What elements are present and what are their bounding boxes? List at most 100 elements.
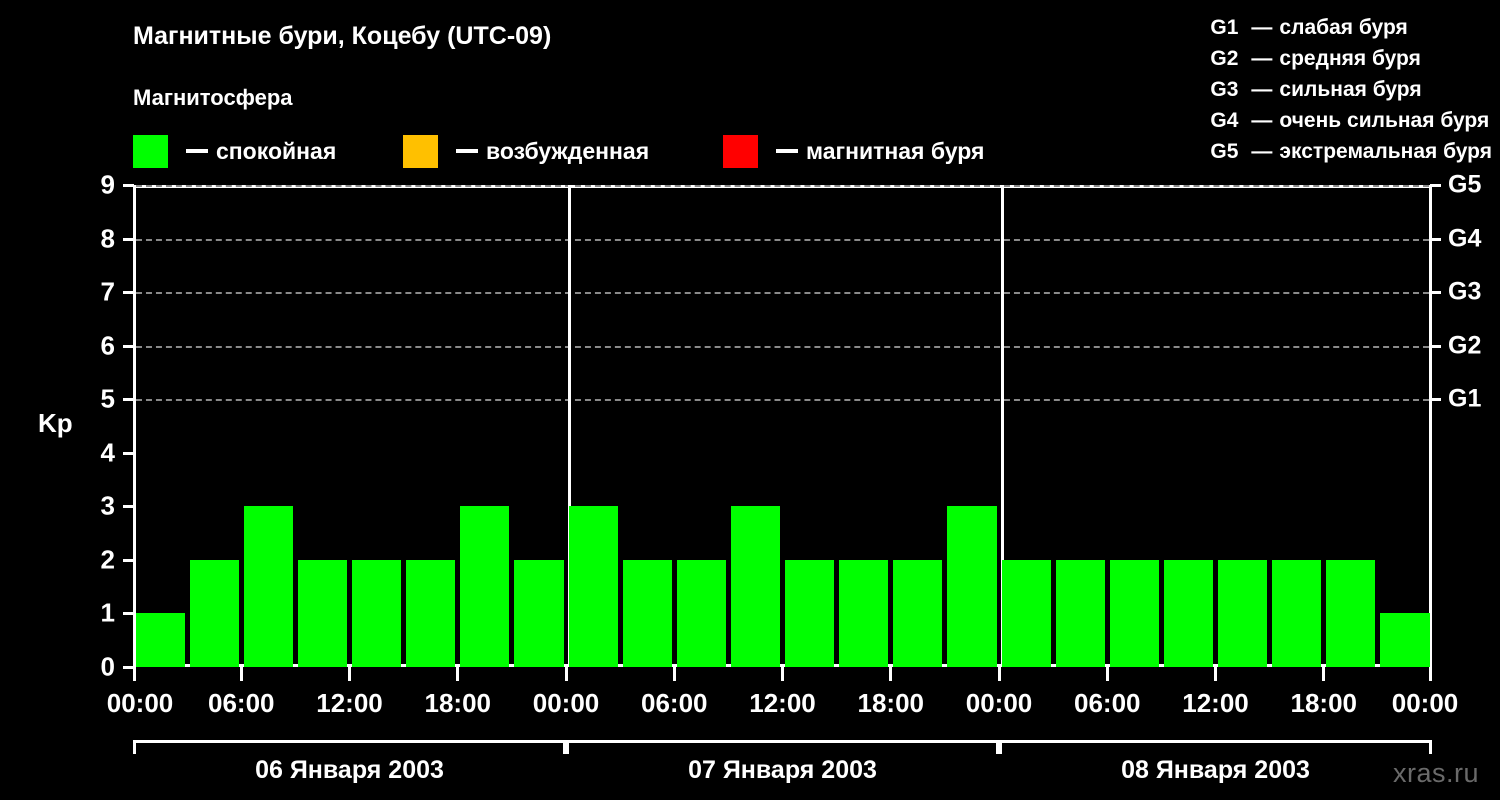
bar-kp [514, 559, 564, 667]
bar-kp [568, 506, 618, 667]
legend-dash-0 [186, 149, 208, 153]
g-scale-code-g5: G5 [1210, 140, 1239, 163]
g-scale-sep-3: — [1251, 109, 1273, 132]
bar-kp [1163, 559, 1213, 667]
x-tick-mark-1 [239, 667, 243, 681]
g-scale-code-g4: G4 [1210, 109, 1239, 132]
x-tick-label-12: 00:00 [1391, 688, 1459, 718]
g-axis-tick-g5 [1430, 184, 1441, 187]
y-tick-label-8: 8 [100, 223, 115, 254]
y-tick-label-0: 0 [100, 651, 115, 682]
y-tick-mark-7 [123, 291, 134, 295]
g-scale-code-g1: G1 [1210, 16, 1239, 39]
legend-dash-2 [776, 149, 798, 153]
y-tick-mark-5 [123, 398, 134, 402]
x-tick-mark-8 [997, 667, 1001, 681]
x-tick-mark-9 [1105, 667, 1109, 681]
g-scale-label-2: сильная буря [1279, 78, 1422, 101]
watermark: xras.ru [1393, 758, 1480, 788]
g-scale-sep-1: — [1251, 47, 1273, 70]
legend-swatch-calm [133, 134, 168, 168]
x-tick-label-2: 12:00 [316, 688, 383, 718]
bar-kp [622, 559, 672, 667]
g-scale-row-g5: G5 — экстремальная буря [1210, 136, 1492, 167]
bar-kp [893, 559, 943, 667]
g-scale-row-g4: G4 — очень сильная буря [1210, 105, 1492, 136]
g-scale-legend: G1 — слабая буря G2 — средняя буря G3 — сильная … [1210, 12, 1492, 167]
g-scale-label-3: очень сильная буря [1279, 109, 1490, 132]
x-tick-mark-5 [672, 667, 676, 681]
y-tick-label-6: 6 [100, 330, 115, 361]
y-tick-label-1: 1 [100, 597, 115, 628]
day-band-bracket-1 [566, 740, 999, 754]
y-tick-label-4: 4 [100, 437, 115, 468]
day-band-label-2: 08 Января 2003 [1121, 756, 1310, 784]
g-scale-row-g1: G1 — слабая буря [1210, 12, 1492, 43]
y-tick-mark-2 [123, 558, 134, 562]
g-scale-label-0: слабая буря [1279, 16, 1408, 39]
y-axis-title: Kp [38, 408, 73, 438]
bar-kp [352, 559, 402, 667]
bar-kp [1380, 613, 1430, 667]
g-scale-label-1: средняя буря [1279, 47, 1421, 70]
bar-kp [839, 559, 889, 667]
bar-kp [189, 559, 239, 667]
g-axis-tick-g3 [1430, 291, 1441, 295]
x-tick-label-5: 06:00 [641, 688, 708, 718]
bar-kp [1001, 559, 1051, 667]
bar-kp [1326, 559, 1376, 667]
g-axis-label-g3: G3 [1448, 277, 1482, 306]
legend-entry-2: магнитная буря [723, 130, 984, 172]
magnetosphere-legend: спокойная возбужденная магнитная буря [133, 130, 1053, 172]
bar-kp [243, 506, 293, 667]
y-axis: 0 1 2 3 4 5 6 7 8 9 [75, 170, 134, 682]
legend-entry-1: возбужденная [403, 130, 649, 172]
y-tick-mark-8 [123, 237, 134, 241]
g-scale-sep-2: — [1251, 78, 1273, 101]
g-scale-sep-4: — [1251, 140, 1273, 163]
plot-frame [133, 185, 1432, 667]
bar-kp [406, 559, 456, 667]
day-band-1: 07 Января 2003 [566, 740, 999, 795]
x-tick-label-9: 06:00 [1074, 688, 1141, 718]
x-tick-mark-3 [456, 667, 460, 681]
legend-entry-0: спокойная [133, 130, 336, 172]
bar-kp [730, 506, 780, 667]
y-tick-label-5: 5 [100, 383, 115, 414]
legend-label-1: возбужденная [486, 137, 650, 164]
day-band-label-1: 07 Января 2003 [688, 756, 877, 784]
gridline-kp-5 [136, 399, 1429, 402]
x-tick-mark-0 [133, 667, 136, 681]
g-scale-row-g2: G2 — средняя буря [1210, 43, 1492, 74]
x-tick-mark-6 [781, 667, 784, 681]
bar-kp [135, 613, 185, 667]
bar-kp [1272, 559, 1322, 667]
legend-dash-1 [456, 149, 478, 153]
g-scale-sep-0: — [1251, 16, 1273, 39]
x-tick-mark-2 [348, 667, 351, 681]
y-tick-label-9: 9 [100, 169, 115, 200]
g-axis-label-g1: G1 [1448, 384, 1482, 413]
day-bands: 06 Января 2003 07 Января 2003 08 Января 20… [133, 740, 1432, 795]
day-band-2: 08 Января 2003 [999, 740, 1432, 795]
g-scale-label-4: экстремальная буря [1279, 140, 1492, 163]
bar-kp [947, 506, 997, 667]
bar-kp [676, 559, 726, 667]
x-tick-label-4: 00:00 [532, 688, 600, 718]
x-tick-label-10: 12:00 [1182, 688, 1249, 718]
page-title: Магнитные бури, Коцебу (UTC-09) [133, 22, 552, 50]
g-axis-label-g2: G2 [1448, 331, 1482, 360]
y-tick-mark-6 [123, 344, 134, 348]
y-tick-mark-4 [123, 451, 134, 455]
g-axis-tick-g1 [1430, 398, 1441, 402]
y-tick-label-3: 3 [100, 490, 115, 521]
g-axis-tick-g4 [1430, 237, 1441, 241]
day-divider-2 [1000, 185, 1004, 667]
day-band-0: 06 Января 2003 [133, 740, 566, 795]
y-tick-mark-3 [123, 505, 134, 509]
legend-swatch-storm [723, 134, 758, 168]
gridline-kp-8 [136, 238, 1429, 241]
legend-label-2: магнитная буря [806, 137, 985, 164]
x-tick-mark-11 [1322, 667, 1326, 681]
magnetosphere-heading: Магнитосфера [133, 85, 293, 110]
